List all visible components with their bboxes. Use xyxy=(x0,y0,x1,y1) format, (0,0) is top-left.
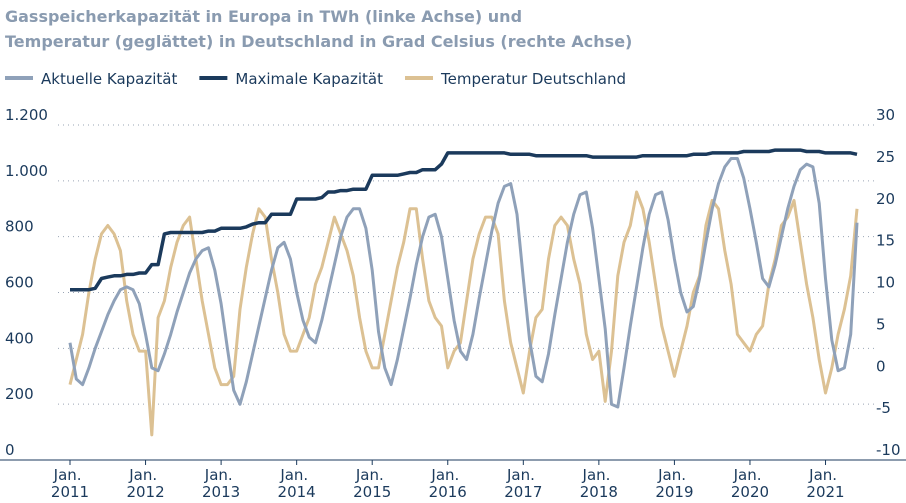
series-line xyxy=(70,148,858,292)
x-tick-label: Jan. 2017 xyxy=(504,466,542,501)
y2-tick-label: 25 xyxy=(876,148,895,166)
chart-title: Temperatur (geglättet) in Deutschland in… xyxy=(5,32,632,51)
x-tick-label-part: 2015 xyxy=(353,483,391,501)
legend-label: Aktuelle Kapazität xyxy=(41,70,177,88)
series-line xyxy=(68,157,859,409)
y2-tick-label: 5 xyxy=(876,315,886,333)
x-tick-label-part: 2016 xyxy=(429,483,467,501)
y-tick-label: 1.000 xyxy=(5,162,48,180)
x-tick-label: Jan. 2012 xyxy=(126,466,164,501)
y-tick-label: 800 xyxy=(5,218,34,236)
x-tick-label: Jan. 2021 xyxy=(806,466,844,501)
y2-tick-label: -5 xyxy=(876,399,891,417)
x-tick-label-part: Jan. xyxy=(279,466,313,484)
y2-tick-label: 0 xyxy=(876,357,886,375)
x-tick-label: Jan. 2011 xyxy=(51,466,89,501)
x-tick-label-part: Jan. xyxy=(204,466,238,484)
y-tick-label: 0 xyxy=(5,441,15,459)
y2-tick-label: 10 xyxy=(876,274,895,292)
x-tick-label-part: Jan. xyxy=(582,466,616,484)
x-tick-label-part: 2017 xyxy=(504,483,542,501)
x-tick-label-part: Jan. xyxy=(355,466,389,484)
x-tick-label-part: Jan. xyxy=(128,466,162,484)
x-tick-label: Jan. 2018 xyxy=(580,466,618,501)
y2-tick-label: 30 xyxy=(876,106,895,124)
y2-tick-label: 15 xyxy=(876,232,895,250)
x-tick-label-part: 2019 xyxy=(655,483,693,501)
x-tick-label-part: 2014 xyxy=(278,483,316,501)
series-line xyxy=(68,190,859,437)
x-tick-label-part: 2012 xyxy=(126,483,164,501)
x-tick-label-part: 2020 xyxy=(731,483,769,501)
x-tick-label: Jan. 2016 xyxy=(429,466,467,501)
legend-label: Temperatur Deutschland xyxy=(440,70,626,88)
x-tick-label-part: 2021 xyxy=(806,483,844,501)
y2-tick-label: -10 xyxy=(876,441,901,459)
x-tick-label-part: Jan. xyxy=(53,466,87,484)
x-tick-label-part: Jan. xyxy=(808,466,842,484)
y2-tick-label: 20 xyxy=(876,190,895,208)
x-tick-label: Jan. 2014 xyxy=(278,466,316,501)
x-tick-label-part: Jan. xyxy=(733,466,767,484)
x-tick-label-part: 2011 xyxy=(51,483,89,501)
chart-title: Gasspeicherkapazität in Europa in TWh (l… xyxy=(5,7,522,26)
x-tick-label-part: Jan. xyxy=(506,466,540,484)
x-tick-label: Jan. 2013 xyxy=(202,466,240,501)
y-tick-label: 200 xyxy=(5,385,34,403)
x-tick-label-part: Jan. xyxy=(430,466,464,484)
x-tick-label-part: 2013 xyxy=(202,483,240,501)
legend-label: Maximale Kapazität xyxy=(235,70,383,88)
y-tick-label: 1.200 xyxy=(5,106,48,124)
x-tick-label: Jan. 2015 xyxy=(353,466,391,501)
x-tick-label-part: Jan. xyxy=(657,466,691,484)
x-tick-label: Jan. 2019 xyxy=(655,466,693,501)
x-tick-label-part: 2018 xyxy=(580,483,618,501)
y-tick-label: 600 xyxy=(5,274,34,292)
y-tick-label: 400 xyxy=(5,329,34,347)
x-tick-label: Jan. 2020 xyxy=(731,466,769,501)
